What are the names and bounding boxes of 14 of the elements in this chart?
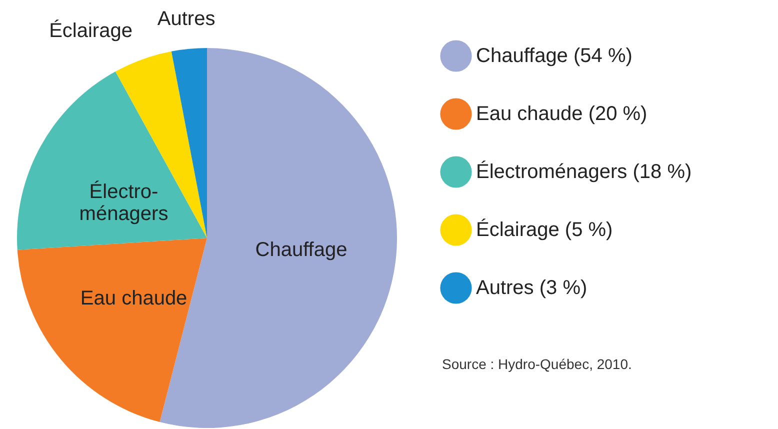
pie-slice [17,238,207,422]
legend-label: Eau chaude (20 %) [476,103,648,125]
text: Eau chaude [80,288,188,310]
legend-label: Électroménagers (18 %) [476,160,692,183]
pie-slice [17,72,207,250]
legend-label: Éclairage (5 %) [476,218,613,241]
legend-label: Autres (3 %) [476,277,588,299]
legend-label: Chauffage (54 %) [476,45,632,67]
source-note: Source : Hydro-Québec, 2010. [442,356,632,372]
text: Éclairage [49,20,132,42]
pie-slice [171,48,207,238]
text: Chauffage [255,238,348,261]
text: Électro- ménagers [79,181,168,226]
text: Autres [157,8,216,30]
